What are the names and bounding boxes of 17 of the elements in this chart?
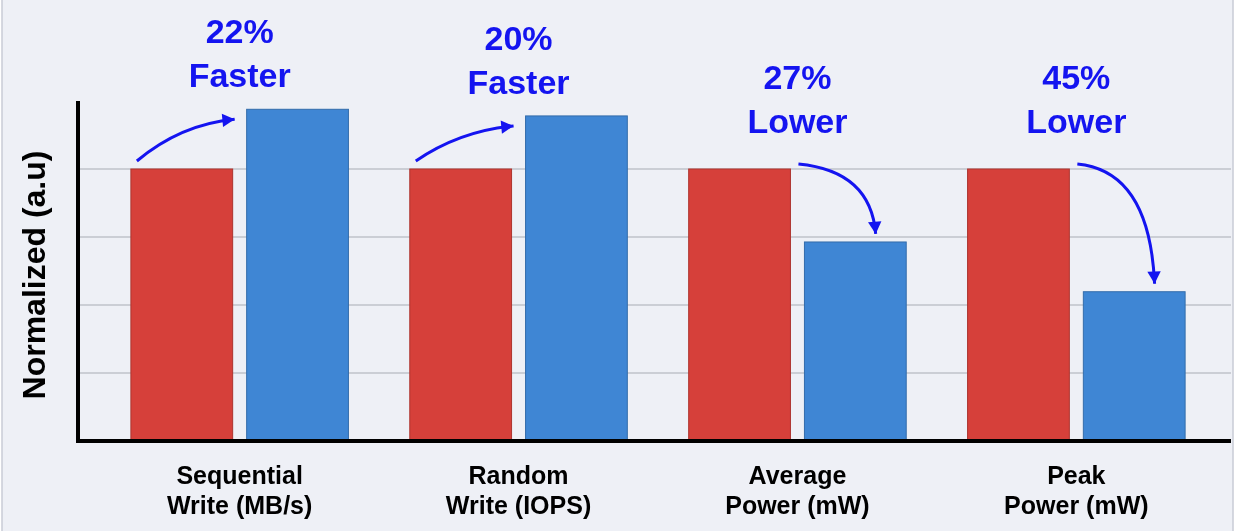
bar (130, 168, 234, 442)
bar (246, 108, 349, 442)
bar (688, 168, 791, 442)
x-tick-label: Random Write (IOPS) (445, 461, 592, 519)
annotation: 27% Lower (747, 58, 848, 140)
annotation: 45% Lower (1026, 58, 1127, 140)
bar (1082, 291, 1186, 442)
bar (525, 115, 628, 442)
x-tick-label: Average Power (mW) (725, 461, 870, 519)
y-axis-title: Normalized (a.u) (16, 150, 52, 400)
text: 22% Faster (188, 12, 291, 95)
bar (803, 241, 907, 442)
bar (967, 168, 1070, 442)
text: 20% Faster (467, 18, 570, 101)
x-tick-label: Sequential Write (MB/s) (166, 461, 313, 519)
bar (409, 168, 513, 442)
x-tick-label: Peak Power (mW) (1004, 461, 1149, 519)
